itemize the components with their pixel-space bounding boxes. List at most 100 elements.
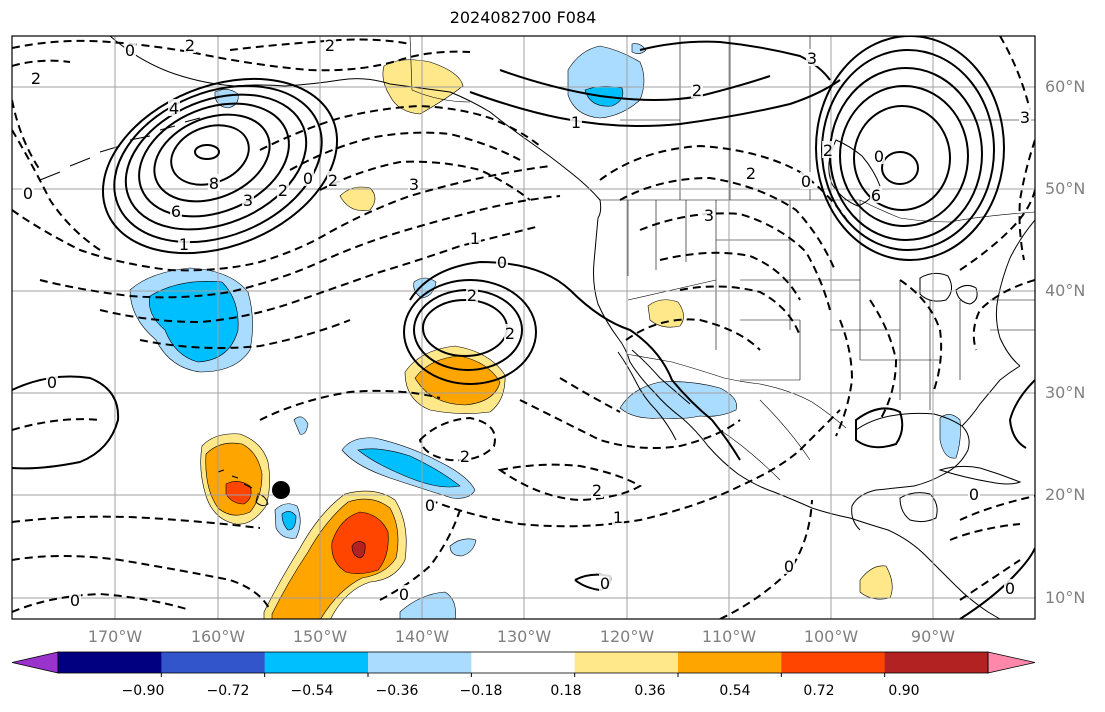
- colorbar-segment: [678, 652, 782, 673]
- contour-label-bg: [424, 496, 436, 513]
- contour-label-bg: [208, 174, 220, 191]
- lat-label-20n: 20°N: [1045, 485, 1086, 504]
- contour-label: 0: [969, 485, 979, 504]
- contour-label: 3: [409, 175, 419, 194]
- contour-label-bg: [612, 508, 624, 525]
- contour-label: 2: [592, 481, 602, 500]
- lat-label-10n: 10°N: [1045, 588, 1086, 607]
- contour-label-bg: [324, 36, 336, 53]
- map-title: 2024082700 F084: [449, 8, 597, 27]
- contour-label-bg: [800, 172, 812, 189]
- contour-label-bg: [459, 447, 471, 464]
- lat-label-40n: 40°N: [1045, 281, 1086, 300]
- contour-label-bg: [599, 574, 611, 591]
- contour-label-bg: [496, 253, 508, 270]
- coast-hawaii: [217, 469, 269, 507]
- contour-label-bg: [170, 202, 182, 219]
- contour-label-bg: [968, 485, 980, 502]
- contour-label: 0: [399, 585, 409, 604]
- contour-label-bg: [1019, 108, 1031, 125]
- shade-blue-speck: [293, 416, 309, 435]
- contour-label: 2: [185, 36, 195, 55]
- shade-cyan-hawaii-e: [281, 511, 297, 531]
- colorbar-extend-min: [11, 651, 59, 674]
- shade-cyan-22n: [357, 448, 461, 488]
- colorbar-segment: [58, 652, 162, 673]
- coast-aleutians: [39, 117, 201, 181]
- low-e-contour-6: [815, 36, 1005, 261]
- map-frame: [11, 35, 1036, 620]
- colorbar-tick-label: 0.54: [719, 683, 751, 699]
- lon-label-140w: 140°W: [394, 627, 450, 646]
- contour-gulf-ring: [855, 407, 904, 449]
- dash-mid-11: [379, 509, 461, 601]
- contour-label: 0: [303, 169, 313, 188]
- contour-label-bg: [398, 585, 410, 602]
- lon-label-90w: 90°W: [910, 627, 956, 646]
- contour-label: 2: [328, 171, 338, 190]
- contour-label: 2: [467, 286, 477, 305]
- lon-label-110w: 110°W: [701, 627, 757, 646]
- dash-mid-4: [497, 463, 642, 502]
- shade-blue-tiny: [631, 43, 647, 54]
- lon-label-150w: 150°W: [292, 627, 348, 646]
- dash-w-3: [99, 225, 541, 324]
- contour-label: 0: [497, 253, 507, 272]
- graticule: [12, 36, 1035, 619]
- shade-blue-small-south: [449, 538, 477, 557]
- border-states: [627, 200, 1035, 410]
- contour-label-bg: [302, 169, 314, 186]
- shade-yellow-gulf: [339, 186, 376, 211]
- contour-label-bg: [30, 69, 42, 86]
- border-mexico: [719, 399, 811, 481]
- contour-label: 2: [31, 69, 41, 88]
- border-layer: [409, 36, 1035, 481]
- low-w-contour-3: [153, 113, 271, 203]
- contour-label-bg: [277, 181, 289, 198]
- coast-greatlakes: [919, 272, 978, 305]
- dash-canada-1: [599, 144, 849, 223]
- dash-mid-6: [429, 409, 841, 528]
- colorbar-segment: [574, 652, 679, 673]
- border-canada: [620, 36, 1035, 200]
- colorbar-extend-max: [987, 651, 1036, 674]
- dash-e-3: [899, 279, 943, 391]
- contour-label: 3: [704, 206, 714, 225]
- contour-label: 2: [278, 181, 288, 200]
- contour-label-bg: [745, 164, 757, 181]
- contour-label-bg: [69, 591, 81, 608]
- dash-mid-3: [418, 416, 496, 462]
- contour-zero-ca: [409, 260, 741, 461]
- contour-label: 0: [47, 373, 57, 392]
- coast-east: [995, 219, 1035, 367]
- contour-label-bg: [466, 286, 478, 303]
- colorbar-tick-label: 0.18: [550, 683, 582, 699]
- dash-canada-4: [659, 251, 801, 301]
- contour-label: 2: [823, 141, 833, 160]
- contour-label: 0: [1005, 579, 1015, 598]
- shade-blue-gulf-mexico: [939, 414, 961, 459]
- dash-s-2: [959, 559, 1021, 601]
- dash-canada-3: [639, 212, 831, 311]
- contour-label: 0: [801, 172, 811, 191]
- low-w-contour-6: [113, 84, 323, 244]
- colorbar-segment: [781, 652, 886, 673]
- dash-mid-7: [519, 399, 741, 449]
- contour-label-bg: [783, 557, 795, 574]
- contour-label-bg: [504, 324, 516, 341]
- low-w-contour-1: [194, 144, 220, 160]
- dash-mid-10: [12, 592, 191, 613]
- contour-label-bg: [46, 373, 58, 390]
- contour-label: 6: [171, 202, 181, 221]
- colorbar-segment: [368, 652, 472, 673]
- contour-label: 0: [125, 41, 135, 60]
- colorbar-segment: [264, 652, 369, 673]
- dashed-contours: [12, 36, 1035, 619]
- dash-e-6: [1018, 139, 1035, 261]
- dash-alaska-3: [319, 160, 531, 201]
- coast-us-west: [593, 217, 1001, 619]
- dash-canada-6: [625, 318, 761, 351]
- low-mid-contour-3: [403, 279, 537, 385]
- contour-label-bg: [408, 175, 420, 192]
